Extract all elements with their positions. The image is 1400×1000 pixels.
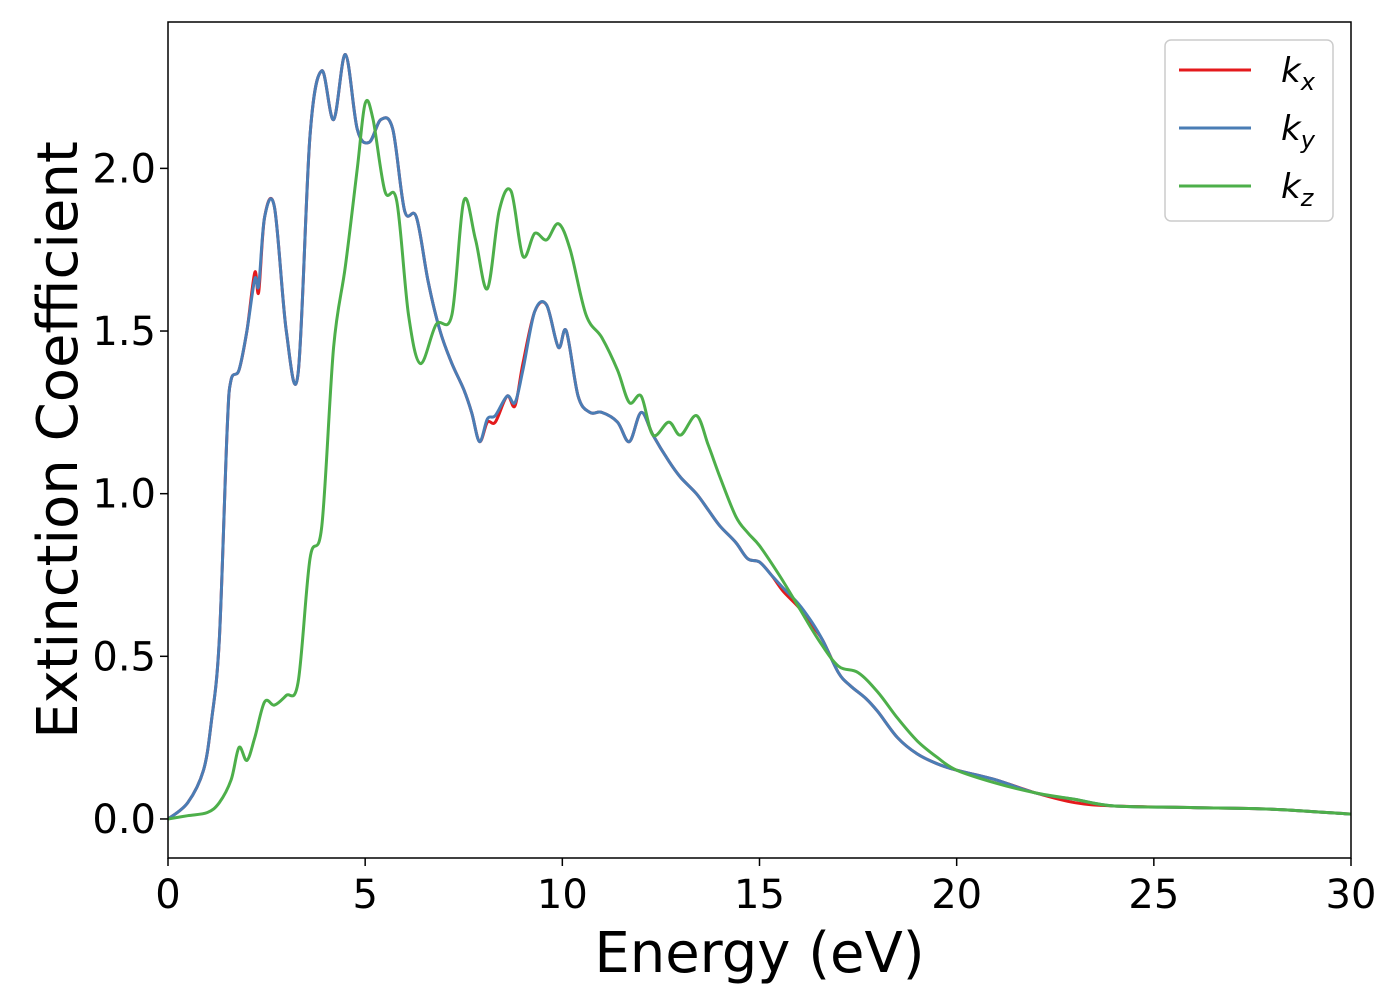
plot-lines — [168, 52, 1351, 821]
x-tick-label: 30 — [1326, 872, 1377, 918]
y-axis-title: Extinction Coefficient — [26, 141, 91, 739]
x-tick-label: 0 — [155, 872, 180, 918]
y-tick-label: 2.0 — [92, 146, 156, 192]
legend: kx ky kz — [1164, 39, 1334, 222]
y-tick-label: 0.5 — [92, 634, 156, 680]
legend-label: kz — [1281, 167, 1315, 212]
x-tick-label: 20 — [931, 872, 982, 918]
series-line-k-y — [168, 52, 1351, 821]
legend-label: kx — [1281, 51, 1316, 96]
legend-box — [1164, 39, 1334, 222]
x-tick-label: 15 — [734, 872, 785, 918]
x-axis: 0 5 10 15 20 25 30 — [155, 858, 1376, 918]
x-tick-label: 5 — [352, 872, 377, 918]
x-tick-label: 25 — [1128, 872, 1179, 918]
legend-label: ky — [1281, 109, 1316, 154]
y-tick-label: 1.5 — [92, 309, 156, 355]
x-tick-label: 10 — [537, 872, 588, 918]
y-axis: 0.0 0.5 1.0 1.5 2.0 — [92, 146, 168, 843]
series-line-k-z — [168, 98, 1351, 821]
y-tick-label: 0.0 — [92, 797, 156, 843]
x-axis-title: Energy (eV) — [594, 921, 924, 986]
y-tick-label: 1.0 — [92, 472, 156, 518]
